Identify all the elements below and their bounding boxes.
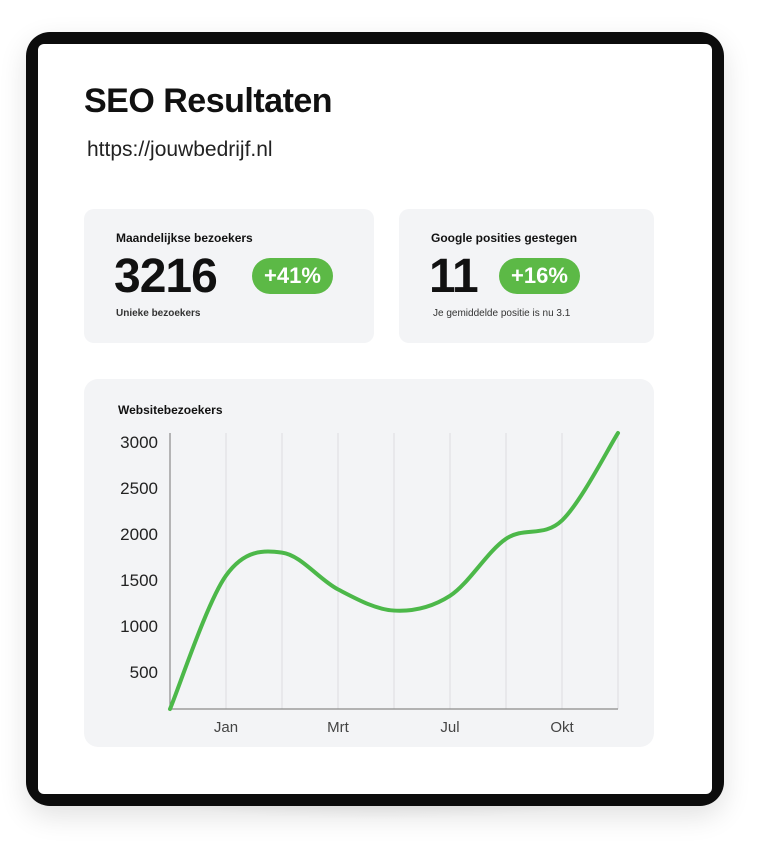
stat-label: Google posities gestegen [431, 231, 578, 245]
change-badge: +41% [252, 258, 333, 294]
y-tick-label: 500 [130, 663, 158, 682]
stat-value: 3216 [114, 250, 218, 303]
visitors-line-chart: 500 1000 1500 2000 2500 3000 Jan Mrt Jul Okt [120, 431, 620, 736]
page-title: SEO Resultaten [84, 82, 333, 120]
x-tick-label: Jul [440, 719, 459, 736]
x-tick-label: Mrt [327, 719, 349, 736]
stat-card-positions: Google posities gestegen 11 +16% Je gemi… [399, 209, 654, 343]
y-tick-label: 3000 [120, 433, 158, 452]
x-tick-label: Okt [550, 719, 574, 736]
stat-label: Maandelijkse bezoekers [116, 231, 253, 245]
chart-title: Websitebezoekers [118, 403, 223, 417]
site-url: https://jouwbedrijf.nl [87, 138, 273, 161]
stat-caption: Je gemiddelde positie is nu 3.1 [433, 308, 571, 319]
y-tick-label: 2500 [120, 479, 158, 498]
stat-card-visitors: Maandelijkse bezoekers 3216 +41% Unieke … [84, 209, 374, 343]
visitors-series-line [168, 431, 620, 711]
y-tick-label: 1000 [120, 617, 158, 636]
y-tick-label: 2000 [120, 525, 158, 544]
report-screen: SEO Resultaten https://jouwbedrijf.nl Ma… [38, 44, 712, 794]
y-tick-label: 1500 [120, 571, 158, 590]
visitors-chart-card: Websitebezoekers 500 1000 1500 2000 2500 3000… [84, 379, 654, 747]
change-badge: +16% [499, 258, 580, 294]
stat-value: 11 [429, 250, 479, 303]
x-tick-label: Jan [214, 719, 238, 736]
stat-caption: Unieke bezoekers [116, 308, 201, 319]
